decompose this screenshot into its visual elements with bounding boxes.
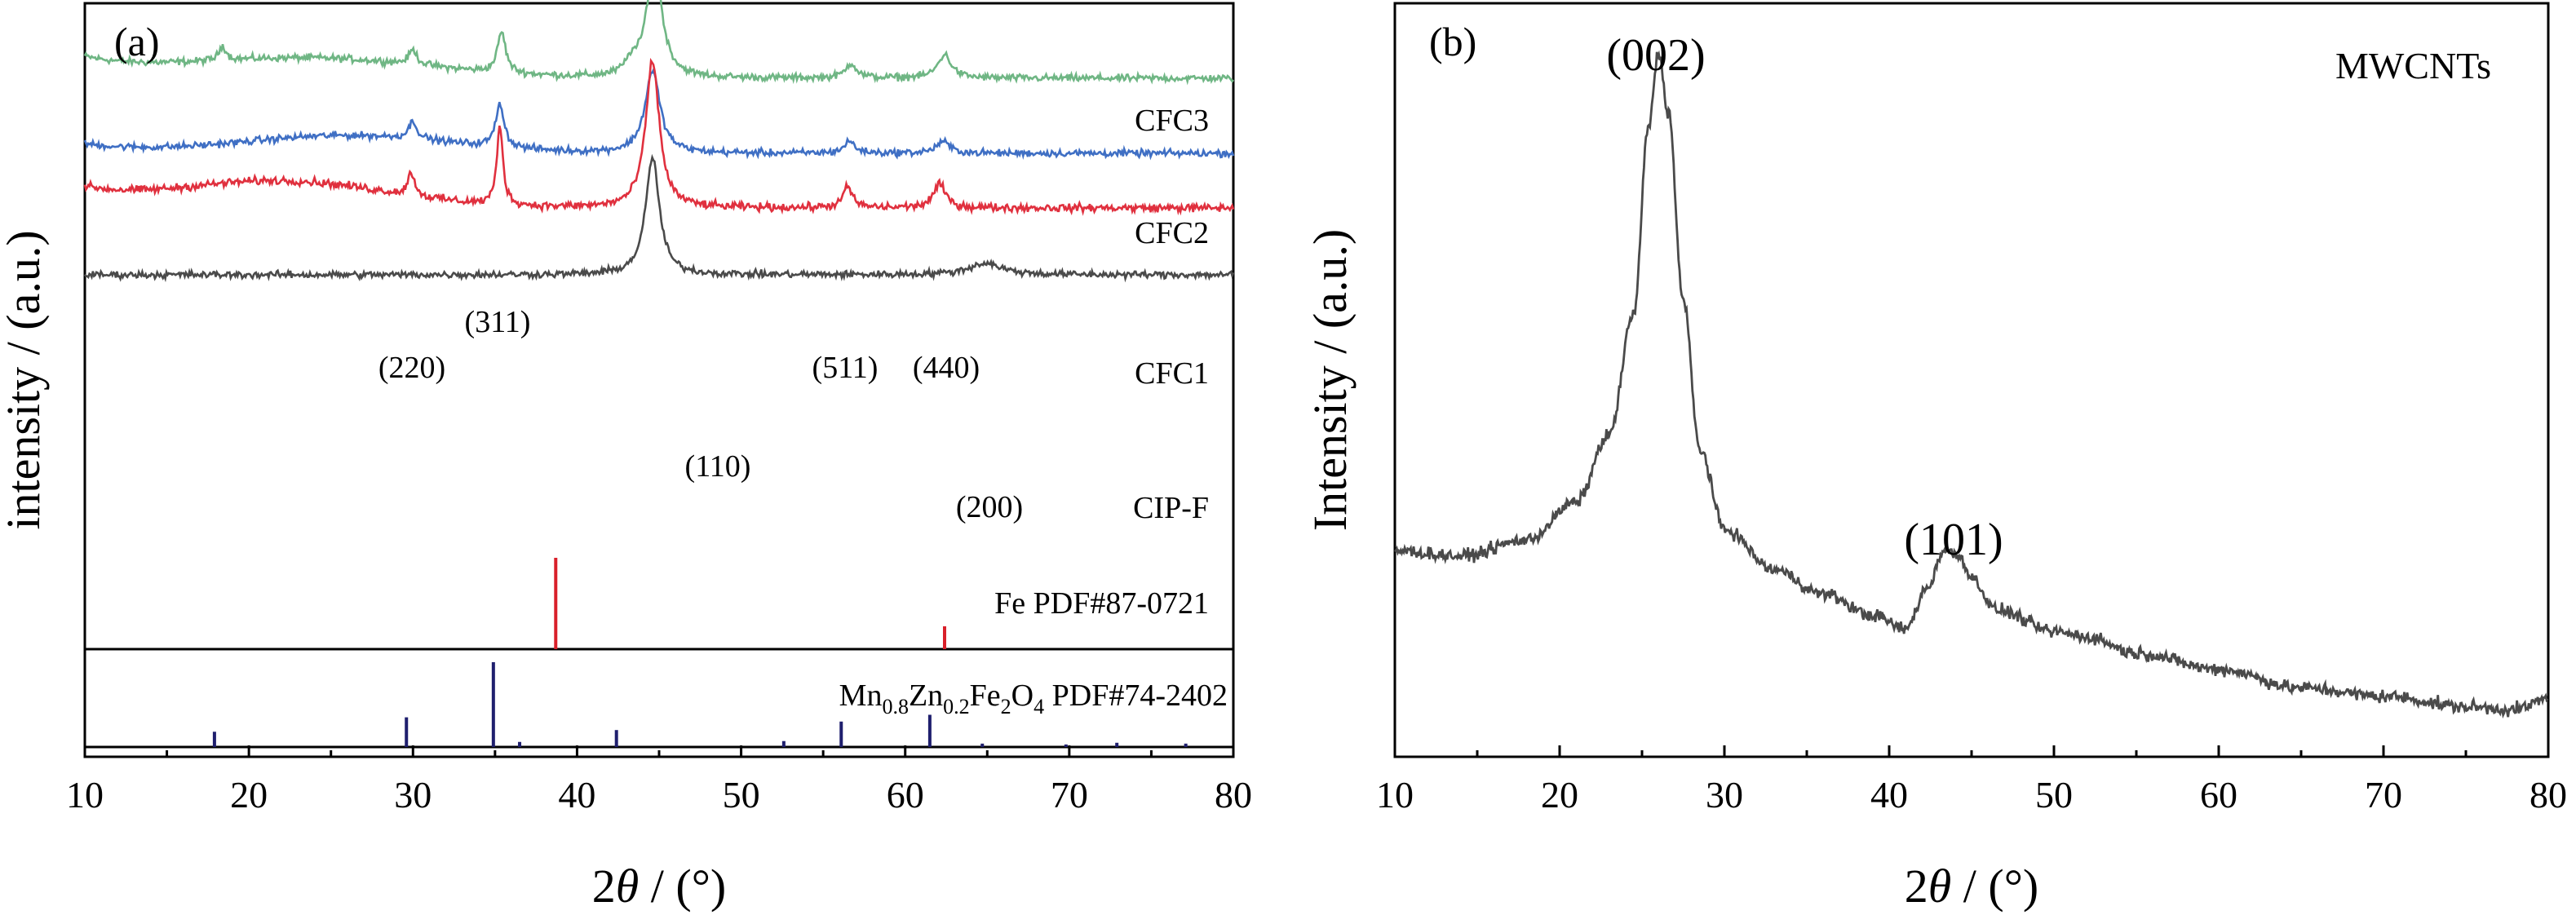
series-mwcnts-line (1394, 50, 2549, 719)
panel-a-y-axis-title: intensity / (a.u.) (0, 230, 50, 529)
panel-a-x-tick-label-80: 80 (1215, 774, 1252, 816)
series-cip-f-line (83, 153, 1235, 283)
peak-label-101: (101) (1904, 515, 2003, 565)
panel-a-x-tick-label-10: 10 (66, 774, 104, 816)
series-cfc1-line (83, 57, 1235, 216)
series-label-cip-f: CIP-F (1133, 491, 1209, 525)
panel-a-reference-sticks (212, 558, 1188, 747)
panel-b-x-tick-label-50: 50 (2035, 774, 2073, 816)
peak-label-440: (440) (913, 351, 980, 385)
panel-b-x-axis-title: 2θ / (°) (1905, 860, 2038, 913)
sample-label-mwcnts: MWCNTs (2335, 45, 2491, 86)
panel-a-x-tick-label-20: 20 (230, 774, 268, 816)
panel-b-x-tick-label-10: 10 (1376, 774, 1414, 816)
panel-b-y-axis-title: Intensity / (a.u.) (1303, 229, 1357, 531)
peak-label-311: (311) (465, 305, 531, 339)
panel-b-x-tick-label-80: 80 (2530, 774, 2567, 816)
series-cfc3-line (83, 0, 1235, 86)
panel-b-x-tick-label-30: 30 (1706, 774, 1743, 816)
panel-b-tag: (b) (1429, 19, 1476, 64)
panel-a-series (83, 0, 1235, 283)
panel-a-x-tick-label-50: 50 (723, 774, 760, 816)
series-cfc2-line (83, 67, 1235, 161)
panel-b-x-ticks: 10 20 30 40 50 60 70 80 (1376, 745, 2567, 816)
panel-b-x-tick-label-60: 60 (2200, 774, 2237, 816)
fe-reference-label: Fe PDF#87-0721 (994, 586, 1209, 621)
panel-a-x-tick-label-30: 30 (394, 774, 432, 816)
series-label-cfc3: CFC3 (1135, 104, 1209, 138)
peak-label-002: (002) (1606, 30, 1705, 81)
panel-b-series (1394, 50, 2549, 719)
series-label-cfc2: CFC2 (1135, 216, 1209, 250)
panel-a-x-tick-label-60: 60 (887, 774, 924, 816)
peak-label-220: (220) (378, 351, 445, 385)
panel-a: 10 20 30 40 50 60 70 80 (a) CFC3 CFC2 CFC1 CIP-… (0, 0, 1252, 913)
panel-a-x-axis-title: 2θ / (°) (592, 860, 726, 913)
peak-label-110: (110) (685, 449, 751, 484)
panel-b: 10 20 30 40 50 60 70 80 (b) MWCNTs (002) (101) … (1303, 2, 2567, 913)
series-label-cfc1: CFC1 (1135, 356, 1209, 391)
peak-label-511: (511) (812, 351, 879, 385)
mzf-reference-label: Mn0.8Zn0.2Fe2O4 PDF#74-2402 (839, 679, 1228, 718)
panel-a-x-ticks: 10 20 30 40 50 60 70 80 (66, 745, 1252, 816)
panel-b-x-tick-label-20: 20 (1541, 774, 1578, 816)
panel-b-x-tick-label-70: 70 (2365, 774, 2402, 816)
panel-b-frame (1393, 2, 2550, 758)
panel-a-x-tick-label-70: 70 (1051, 774, 1088, 816)
panel-b-x-tick-label-40: 40 (1870, 774, 1908, 816)
peak-label-200: (200) (956, 490, 1023, 524)
panel-a-x-tick-label-40: 40 (558, 774, 595, 816)
panel-a-tag: (a) (114, 19, 160, 64)
